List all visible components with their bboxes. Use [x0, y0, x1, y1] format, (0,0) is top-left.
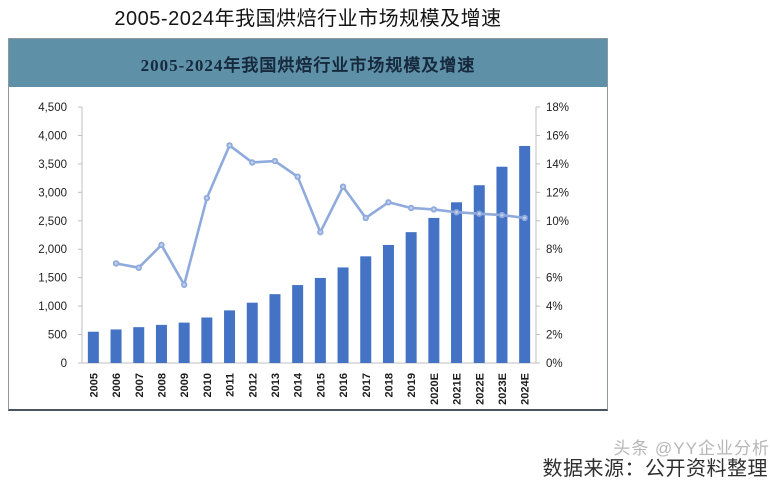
x-axis-label: 2008 [156, 373, 168, 397]
x-axis-label: 2009 [179, 373, 191, 397]
combo-chart: 0 500 1,000 1,500 2,000 2,500 3,000 3,500 4,000 4… [38, 102, 569, 405]
line-marker-center [523, 216, 527, 220]
line-marker-center [250, 161, 254, 164]
x-axis-label: 2007 [134, 373, 146, 397]
bar [519, 145, 531, 363]
line-marker-center [160, 243, 163, 247]
x-axis-label: 2010 [202, 373, 214, 397]
y-axis-right-label: 10% [546, 216, 569, 228]
x-axis-label: 2021E [452, 373, 464, 405]
bar [405, 232, 417, 363]
x-axis-label: 2024E [520, 373, 532, 405]
y-axis-left-label: 2,000 [38, 244, 67, 256]
x-axis-label: 2019 [406, 373, 418, 397]
bar [314, 277, 326, 363]
y-axis-left-label: 1,000 [38, 301, 67, 313]
watermark-text: 头条 @YY企业分析 [613, 439, 770, 458]
bar [87, 331, 99, 363]
line-marker-center [455, 210, 458, 214]
line-marker-center [341, 185, 345, 189]
bar [496, 166, 508, 363]
x-axis-label: 2006 [111, 373, 123, 397]
growth-line [114, 144, 526, 287]
y-axis-right-label: 0% [546, 358, 563, 370]
y-axis-right-label: 16% [546, 130, 569, 142]
y-axis-right-label: 2% [546, 330, 563, 342]
bar [246, 302, 258, 363]
line-marker-center [296, 175, 300, 179]
line-marker-center [182, 283, 186, 287]
bar [382, 244, 394, 363]
data-source-text: 数据来源：公开资料整理 [542, 458, 768, 480]
bar [133, 327, 145, 363]
y-axis-right-label: 6% [546, 273, 563, 285]
bar [201, 317, 213, 363]
y-axis-left-label: 3,000 [38, 187, 67, 199]
x-axis-label: 2014 [293, 372, 305, 397]
y-axis-left-label: 4,500 [38, 102, 67, 114]
y-axis-left-label: 4,000 [38, 130, 67, 142]
chart-panel: 2005-2024年我国烘焙行业市场规模及增速 0 500 1,000 1,500 2,… [8, 38, 608, 411]
y-axis-left-label: 2,500 [38, 216, 67, 228]
bar [451, 202, 463, 363]
y-axis-right-label: 8% [546, 244, 563, 256]
line-marker-center [137, 266, 141, 270]
y-axis-right-label: 12% [546, 187, 569, 199]
line-marker-center [387, 200, 390, 204]
line-marker-center [114, 262, 118, 265]
bar [224, 310, 236, 363]
x-axis-label: 2022E [474, 373, 486, 405]
x-axis-label: 2012 [247, 373, 259, 397]
bar [473, 185, 485, 363]
line-marker-center [228, 144, 231, 147]
bar [110, 329, 122, 363]
bar [269, 294, 281, 363]
bar [428, 217, 440, 363]
line-marker-center [500, 213, 504, 217]
line-marker-center [364, 216, 368, 220]
y-axis-right-label: 4% [546, 301, 563, 313]
x-axis-label: 2011 [225, 373, 237, 397]
y-axis-left-label: 1,500 [38, 273, 67, 285]
bar [360, 256, 372, 363]
x-axis-label: 2020E [429, 373, 441, 405]
x-axis-label: 2013 [270, 373, 282, 397]
y-axis-left-label: 500 [48, 330, 67, 342]
bar [337, 267, 349, 363]
line-marker-center [205, 196, 209, 200]
line-marker-center [409, 206, 413, 210]
chart-area: 0 500 1,000 1,500 2,000 2,500 3,000 3,500 4,000 4… [9, 87, 607, 409]
x-axis-label: 2005 [88, 373, 100, 397]
y-axis-left-label: 3,500 [38, 159, 67, 171]
bar [178, 322, 190, 363]
x-axis-label: 2017 [361, 373, 373, 397]
y-axis-left-label: 0 [61, 358, 67, 370]
chart-header-title: 2005-2024年我国烘焙行业市场规模及增速 [140, 55, 476, 75]
line-marker-center [477, 212, 481, 216]
line-marker-center [318, 230, 322, 234]
line-marker-center [273, 159, 277, 163]
x-axis-label: 2023E [497, 373, 509, 405]
bar [292, 285, 304, 363]
y-axis-right-label: 14% [546, 159, 569, 171]
x-axis-label: 2016 [338, 373, 350, 397]
chart-header: 2005-2024年我国烘焙行业市场规模及增速 [9, 39, 607, 87]
y-axis-right-label: 18% [546, 102, 569, 114]
bar [155, 324, 167, 363]
page-title: 2005-2024年我国烘焙行业市场规模及增速 [114, 8, 502, 30]
line-marker-center [432, 208, 436, 211]
x-axis-label: 2018 [383, 373, 395, 397]
x-axis-label: 2015 [315, 373, 327, 397]
